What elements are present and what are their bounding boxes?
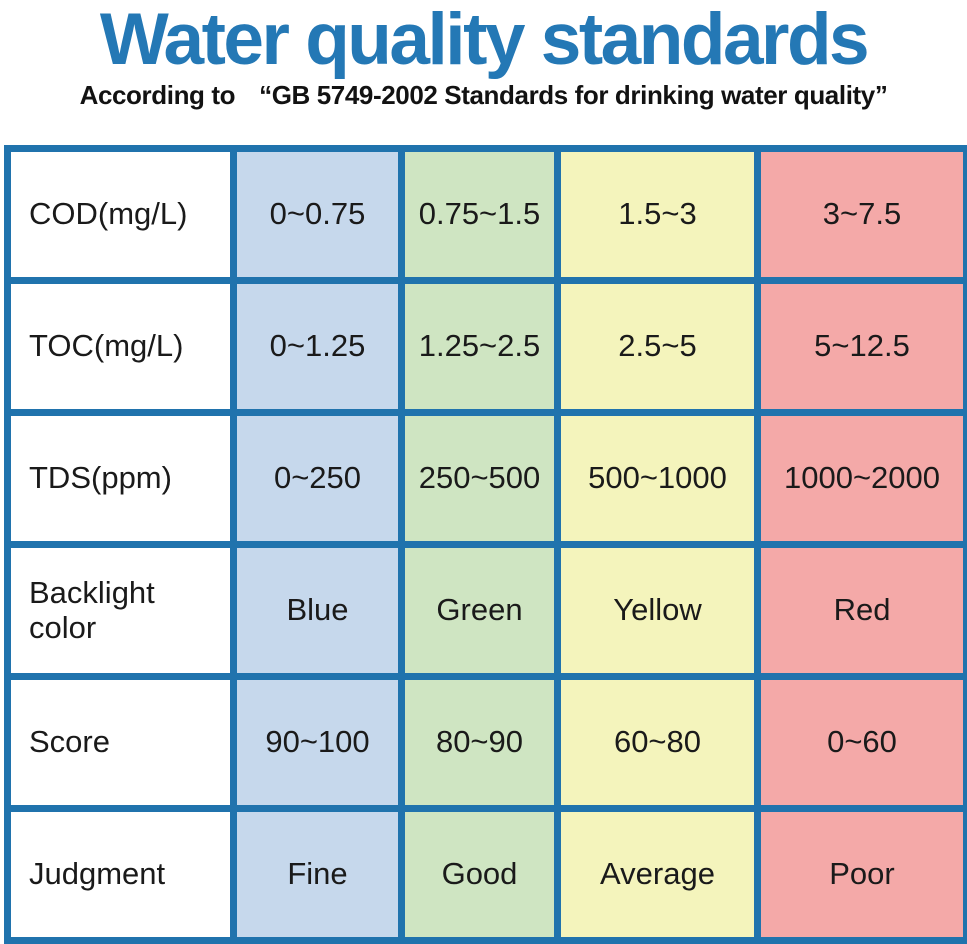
table-row-toc: TOC(mg/L) 0~1.25 1.25~2.5 2.5~5 5~12.5 bbox=[4, 277, 967, 416]
table-cell: 80~90 bbox=[398, 673, 561, 812]
table-cell: 1000~2000 bbox=[754, 409, 967, 548]
table-row-tds: TDS(ppm) 0~250 250~500 500~1000 1000~200… bbox=[4, 409, 967, 548]
table-cell: 90~100 bbox=[230, 673, 405, 812]
table-cell: 500~1000 bbox=[554, 409, 761, 548]
table-cell: 250~500 bbox=[398, 409, 561, 548]
table-cell: 0~250 bbox=[230, 409, 405, 548]
row-label: Score bbox=[4, 673, 237, 812]
table-cell: 0~0.75 bbox=[230, 145, 405, 284]
table-cell: Poor bbox=[754, 805, 967, 944]
table-cell: Good bbox=[398, 805, 561, 944]
table-cell: 2.5~5 bbox=[554, 277, 761, 416]
row-label: Judgment bbox=[4, 805, 237, 944]
table-cell: Yellow bbox=[554, 541, 761, 680]
table-cell: Blue bbox=[230, 541, 405, 680]
table-row-cod: COD(mg/L) 0~0.75 0.75~1.5 1.5~3 3~7.5 bbox=[4, 145, 967, 284]
page-title: Water quality standards bbox=[99, 0, 870, 80]
table-cell: Green bbox=[398, 541, 561, 680]
row-label: TOC(mg/L) bbox=[4, 277, 237, 416]
table-cell: 0~1.25 bbox=[230, 277, 405, 416]
table-row-judgment: Judgment Fine Good Average Poor bbox=[4, 805, 967, 944]
table-cell: 0.75~1.5 bbox=[398, 145, 561, 284]
table-row-backlight-color: Backlight color Blue Green Yellow Red bbox=[4, 541, 967, 680]
subtitle: According to “GB 5749-2002 Standards for … bbox=[0, 80, 967, 111]
row-label: COD(mg/L) bbox=[4, 145, 237, 284]
table-row-score: Score 90~100 80~90 60~80 0~60 bbox=[4, 673, 967, 812]
row-label: TDS(ppm) bbox=[4, 409, 237, 548]
table-cell: Fine bbox=[230, 805, 405, 944]
table-cell: Red bbox=[754, 541, 967, 680]
table-cell: 0~60 bbox=[754, 673, 967, 812]
standards-table: COD(mg/L) 0~0.75 0.75~1.5 1.5~3 3~7.5 TO… bbox=[4, 145, 967, 944]
subtitle-prefix: According to bbox=[79, 79, 236, 110]
table-cell: 1.5~3 bbox=[554, 145, 761, 284]
standards-table-container: COD(mg/L) 0~0.75 0.75~1.5 1.5~3 3~7.5 TO… bbox=[4, 145, 967, 944]
subtitle-quoted-standard: “GB 5749-2002 Standards for drinking wat… bbox=[259, 79, 888, 110]
table-cell: 1.25~2.5 bbox=[398, 277, 561, 416]
table-cell: Average bbox=[554, 805, 761, 944]
table-cell: 5~12.5 bbox=[754, 277, 967, 416]
table-cell: 60~80 bbox=[554, 673, 761, 812]
row-label: Backlight color bbox=[4, 541, 237, 680]
table-cell: 3~7.5 bbox=[754, 145, 967, 284]
